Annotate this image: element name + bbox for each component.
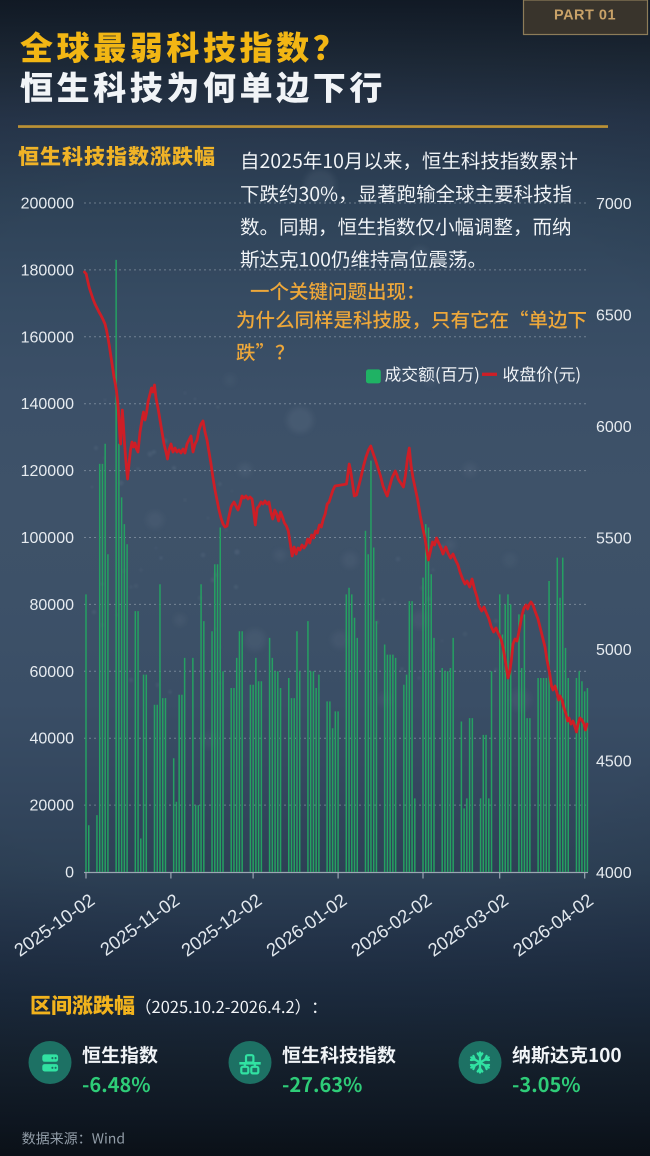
svg-text:2026-01-02: 2026-01-02 (262, 889, 350, 960)
svg-text:40000: 40000 (30, 731, 75, 748)
svg-text:2026-03-02: 2026-03-02 (424, 889, 512, 960)
svg-text:2026-02-02: 2026-02-02 (347, 889, 435, 960)
svg-text:60000: 60000 (30, 664, 75, 681)
svg-text:6500: 6500 (596, 308, 632, 325)
svg-text:6000: 6000 (596, 419, 632, 436)
svg-text:5000: 5000 (596, 642, 632, 659)
svg-text:5500: 5500 (596, 531, 632, 548)
svg-text:2025-10-02: 2025-10-02 (10, 889, 98, 960)
svg-text:0: 0 (65, 865, 74, 882)
svg-text:120000: 120000 (21, 463, 74, 480)
svg-text:2025-11-02: 2025-11-02 (96, 889, 183, 960)
svg-text:80000: 80000 (30, 597, 75, 614)
svg-text:2025-12-02: 2025-12-02 (177, 889, 265, 960)
svg-text:160000: 160000 (21, 329, 74, 346)
svg-text:20000: 20000 (30, 798, 75, 815)
svg-text:7000: 7000 (596, 196, 632, 213)
svg-text:2026-04-02: 2026-04-02 (509, 889, 597, 960)
svg-text:PART 01: PART 01 (554, 8, 616, 24)
svg-text:200000: 200000 (21, 196, 74, 213)
svg-text:4000: 4000 (596, 865, 632, 882)
svg-text:180000: 180000 (21, 262, 74, 279)
svg-text:140000: 140000 (21, 396, 74, 413)
svg-text:4500: 4500 (596, 754, 632, 771)
svg-text:100000: 100000 (21, 530, 74, 547)
